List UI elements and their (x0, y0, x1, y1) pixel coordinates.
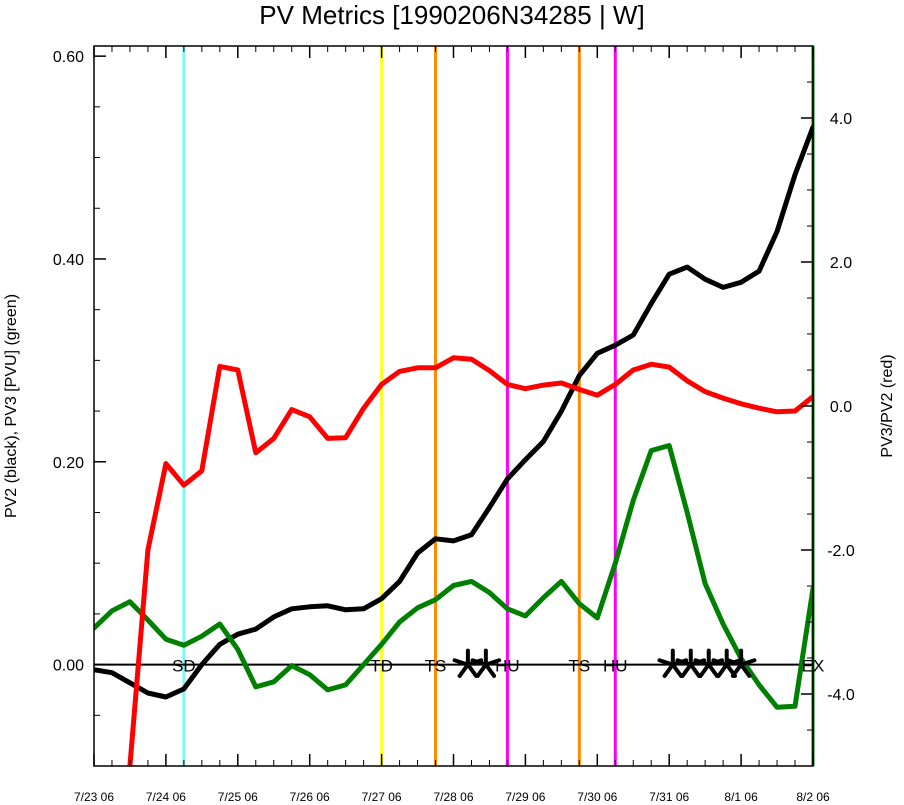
chart-title: PV Metrics [1990206N34285 | W] (259, 0, 644, 30)
right-tick-label-4: 4.0 (830, 111, 852, 128)
star-ray (483, 658, 502, 667)
x-tick-label-4: 7/27 06 (362, 790, 402, 804)
star-ray (657, 658, 675, 667)
left-y-axis: 0.00 0.20 0.40 0.60 (53, 49, 106, 767)
y-axis-left-label: PV2 (black), PV3 [PVU] (green) (3, 294, 20, 518)
right-tick-label-1: -2.0 (827, 543, 855, 560)
star-ray (675, 658, 693, 667)
star-marker-6 (725, 648, 757, 678)
stage-label-2: TS (425, 657, 447, 676)
series-layer (94, 124, 813, 766)
x-tick-label-0: 7/23 06 (74, 790, 114, 804)
left-tick-label-1: 0.20 (53, 455, 84, 472)
series-line-0 (94, 124, 813, 700)
star-ray (465, 662, 479, 678)
x-tick-label-10: 8/2 06 (796, 790, 830, 804)
right-tick-label-2: 0.0 (830, 399, 852, 416)
right-y-axis: -4.0 -2.0 0.0 2.0 4.0 (801, 45, 855, 767)
star-ray (706, 662, 719, 678)
x-tick-label-3: 7/26 06 (290, 790, 330, 804)
star-ray (662, 662, 675, 678)
star-ray (670, 662, 684, 678)
y-axis-right-label: PV3/PV2 (red) (879, 354, 896, 457)
right-tick-label-3: 2.0 (830, 255, 852, 272)
x-tick-label-2: 7/25 06 (218, 790, 258, 804)
stage-labels: SD TD TS HU TS HU EX (172, 657, 824, 676)
star-ray (716, 662, 729, 678)
plot-frame (93, 45, 814, 767)
right-tick-label-0: -4.0 (827, 687, 855, 704)
stage-label-1: TD (370, 657, 393, 676)
star-ray (739, 662, 752, 678)
star-ray (680, 662, 693, 678)
star-ray (483, 662, 497, 678)
series-line-1 (94, 443, 813, 710)
stage-label-5: HU (603, 657, 628, 676)
star-ray (470, 658, 488, 667)
star-ray (711, 658, 729, 667)
series-line-2 (127, 355, 813, 766)
x-tick-label-7: 7/30 06 (577, 790, 617, 804)
stage-label-0: SD (172, 657, 196, 676)
x-tick-label-8: 7/31 06 (649, 790, 689, 804)
star-ray (693, 658, 711, 667)
left-tick-label-3: 0.60 (53, 49, 84, 66)
star-markers (452, 648, 757, 678)
x-tick-label-9: 8/1 06 (724, 790, 758, 804)
star-ray (698, 662, 711, 678)
stage-label-4: TS (568, 657, 590, 676)
star-ray (725, 658, 744, 667)
x-tick-label-1: 7/24 06 (146, 790, 186, 804)
left-tick-label-2: 0.40 (53, 252, 84, 269)
star-ray (457, 662, 470, 678)
x-tick-label-6: 7/29 06 (505, 790, 545, 804)
x-tick-label-5: 7/28 06 (433, 790, 473, 804)
star-ray (739, 658, 757, 667)
star-marker-1 (470, 648, 502, 678)
star-ray (475, 662, 488, 678)
left-tick-label-0: 0.00 (53, 658, 84, 675)
star-ray (730, 662, 744, 678)
star-ray (688, 662, 701, 678)
x-axis: 7/23 06 7/24 06 7/25 06 7/26 06 7/27 06 7/28 … (74, 46, 830, 804)
star-ray (452, 658, 470, 667)
stage-label-3: HU (495, 657, 520, 676)
